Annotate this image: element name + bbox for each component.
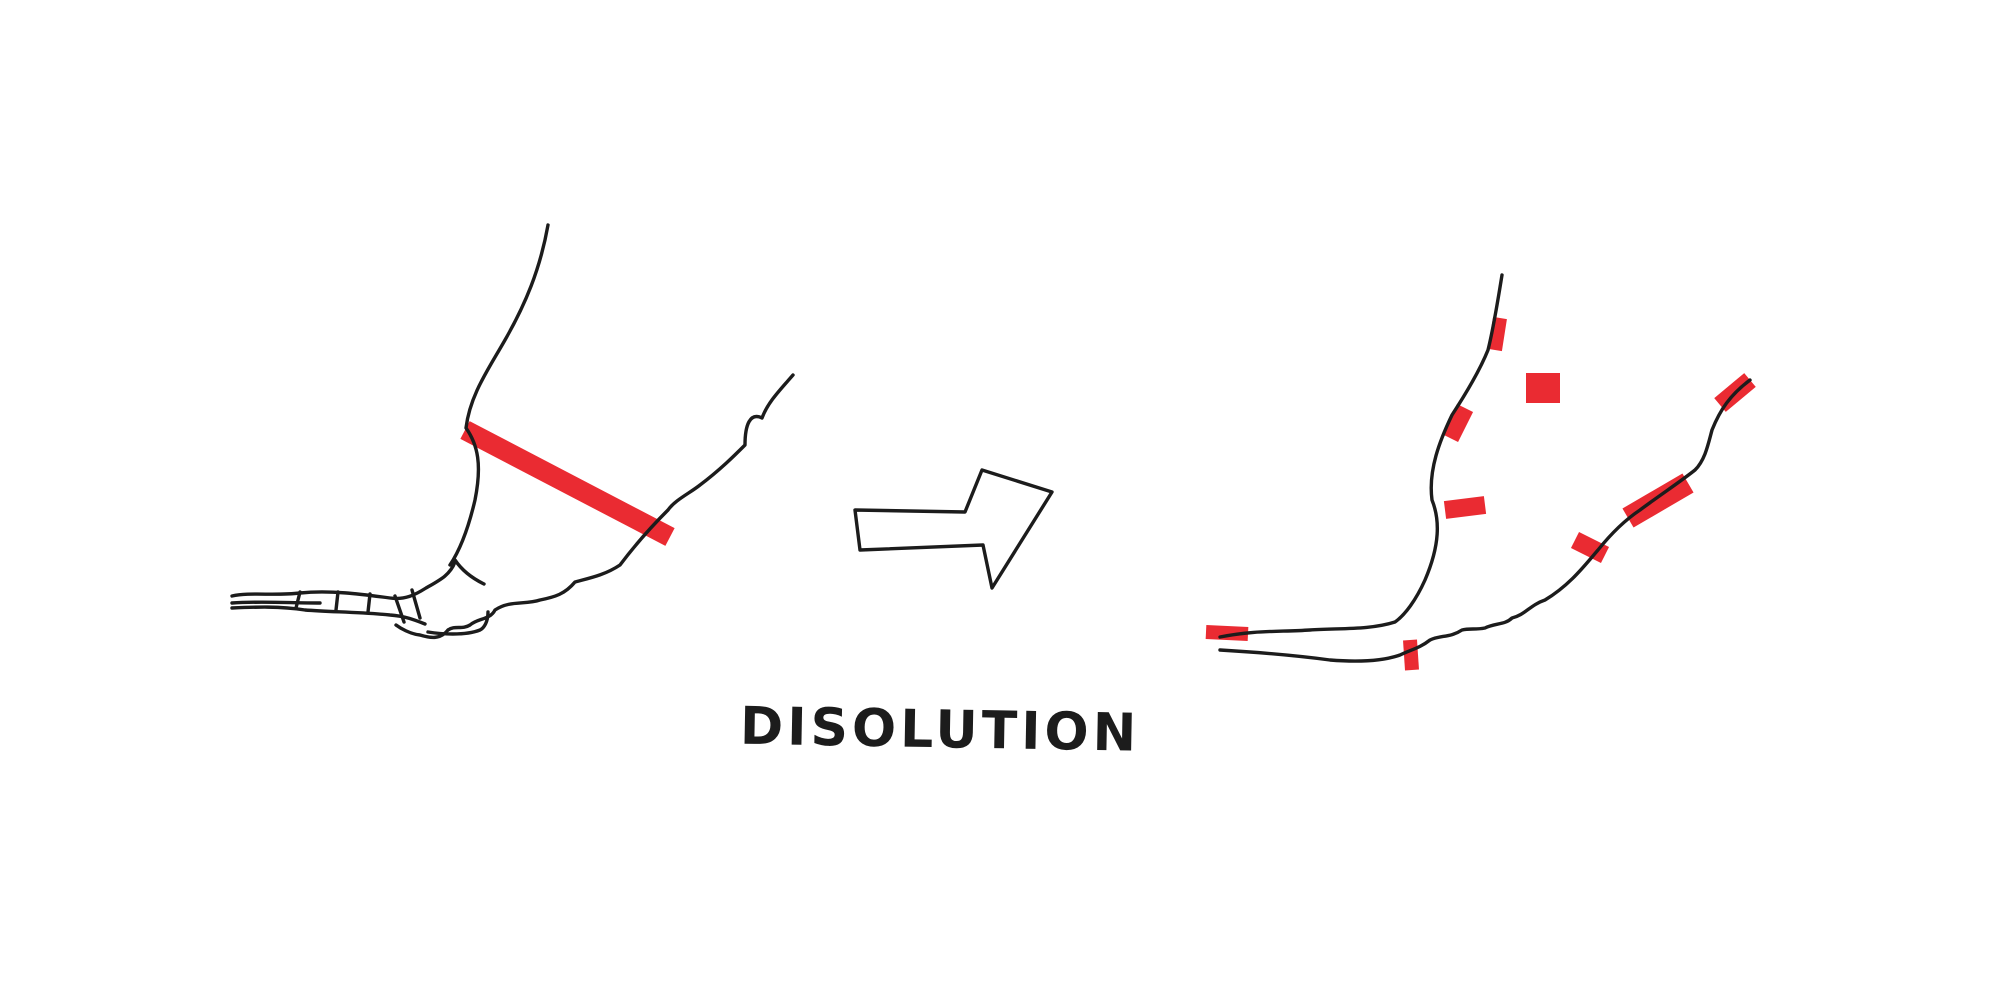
after-left-bank (1218, 273, 1504, 639)
before-inner-spur (453, 558, 486, 586)
before-right-bank (446, 373, 795, 632)
before-channel-mid (230, 600, 322, 605)
before-left-bank (448, 223, 550, 567)
fragment-5 (1570, 531, 1610, 564)
before-bowl-bottom (426, 610, 490, 636)
after-right-bank (1218, 378, 1752, 663)
before-channel-bottom (230, 605, 427, 626)
before-sketch (230, 223, 795, 640)
barrier-band (460, 421, 675, 546)
fragment-9 (1403, 639, 1419, 671)
before-lower-bank (394, 623, 450, 640)
before-channel-top (230, 560, 457, 601)
pier-tick-2 (334, 590, 340, 612)
fragment-3 (1441, 403, 1474, 443)
arrow-icon (853, 468, 1054, 590)
pier-tick-1 (294, 590, 302, 610)
transition-arrow (853, 468, 1054, 590)
diagram-caption: DISOLUTION (739, 696, 1141, 764)
fragment-1 (1488, 316, 1507, 352)
pier-tick-3 (366, 592, 372, 614)
after-sketch (1205, 273, 1756, 671)
fragment-4 (1443, 496, 1487, 519)
pier-tick-4 (393, 594, 406, 624)
pier-tick-5 (410, 588, 422, 620)
